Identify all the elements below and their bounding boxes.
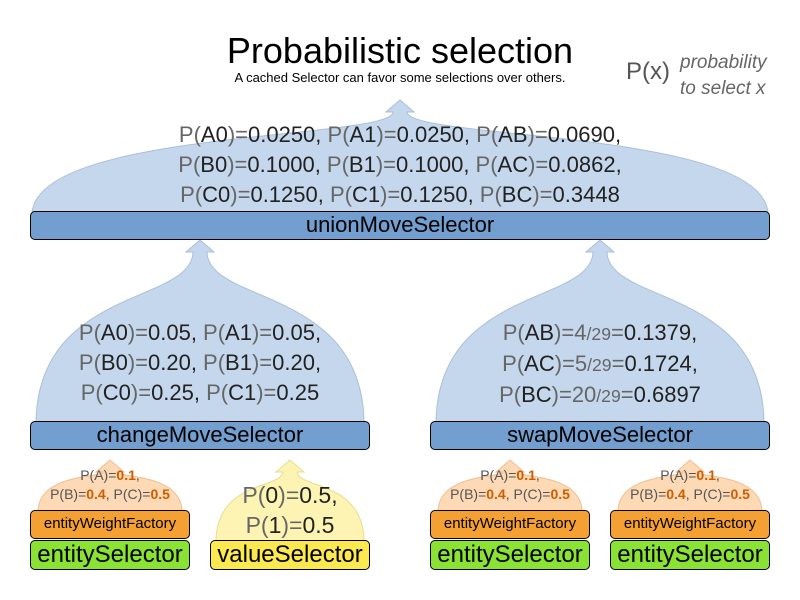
weight-value: 0.5 <box>730 486 750 502</box>
union-dome <box>31 99 769 216</box>
subtitle: A cached Selector can favor some selecti… <box>234 70 566 85</box>
entity-weight-factory: entityWeightFactory <box>430 510 590 539</box>
prob-line: P(AC)=5/29=0.1724, <box>502 351 698 376</box>
prob-line: P(A0)=0.0250, P(A1)=0.0250, P(AB)=0.0690… <box>178 122 622 147</box>
weight-value: 0.4 <box>86 486 106 502</box>
weight-label: P(C)= <box>113 486 151 502</box>
weight-probabilities: P(A)=0.1, P(B)=0.4, P(C)=0.5 <box>450 467 570 502</box>
change-move-selector: changeMoveSelector <box>30 421 370 450</box>
weight-label: P(A)= <box>660 467 697 483</box>
weight-probabilities: P(A)=0.1, P(B)=0.4, P(C)=0.5 <box>50 467 170 502</box>
union-move-selector: unionMoveSelector <box>30 211 770 240</box>
weight-label: P(B)= <box>50 486 87 502</box>
prob-line: P(C0)=0.25, P(C1)=0.25 <box>80 380 320 405</box>
entity-selector: entitySelector <box>430 540 590 570</box>
entity-weight-factory: entityWeightFactory <box>610 510 770 539</box>
prob-line: P(0)=0.5, <box>242 482 338 508</box>
swap-probabilities: P(AB)=4/29=0.1379, P(AC)=5/29=0.1724, P(… <box>430 318 770 411</box>
legend-text-line2: to select x <box>680 78 766 99</box>
entity-weight-factory: entityWeightFactory <box>30 510 190 539</box>
value-selector: valueSelector <box>210 540 370 570</box>
value-dome <box>215 459 365 543</box>
weight-label: P(A)= <box>480 467 517 483</box>
weight-dome-2 <box>437 459 583 513</box>
page-title: Probabilistic selection <box>226 30 574 71</box>
weight-value: 0.1 <box>116 467 136 483</box>
prob-line: P(AB)=4/29=0.1379, <box>502 320 698 345</box>
legend-text: probability to select x <box>680 50 767 102</box>
weight-label: P(A)= <box>80 467 117 483</box>
weight-label: P(C)= <box>693 486 731 502</box>
weight-label: P(B)= <box>450 486 487 502</box>
weight-label: P(C)= <box>513 486 551 502</box>
weight-value: 0.4 <box>486 486 506 502</box>
prob-line: P(C0)=0.1250, P(C1)=0.1250, P(BC)=0.3448 <box>180 182 620 207</box>
weight-dome-1 <box>37 459 183 513</box>
weight-dome-3 <box>617 459 763 513</box>
change-dome <box>35 239 365 426</box>
prob-line: P(A0)=0.05, P(A1)=0.05, <box>78 320 322 345</box>
weight-value: 0.4 <box>666 486 686 502</box>
weight-label: P(B)= <box>630 486 667 502</box>
change-probabilities: P(A0)=0.05, P(A1)=0.05, P(B0)=0.20, P(B1… <box>30 318 370 408</box>
weight-value: 0.1 <box>696 467 716 483</box>
weight-value: 0.5 <box>150 486 170 502</box>
weight-value: 0.1 <box>516 467 536 483</box>
union-probabilities: P(A0)=0.0250, P(A1)=0.0250, P(AB)=0.0690… <box>30 120 770 210</box>
entity-selector: entitySelector <box>610 540 770 570</box>
legend-text-line1: probability <box>680 52 767 73</box>
prob-line: P(B0)=0.20, P(B1)=0.20, <box>78 350 322 375</box>
prob-line: P(1)=0.5 <box>245 512 335 538</box>
prob-line: P(B0)=0.1000, P(B1)=0.1000, P(AC)=0.0862… <box>178 152 622 177</box>
entity-selector: entitySelector <box>30 540 190 570</box>
swap-move-selector: swapMoveSelector <box>430 421 770 450</box>
weight-probabilities: P(A)=0.1, P(B)=0.4, P(C)=0.5 <box>630 467 750 502</box>
swap-dome <box>435 239 765 426</box>
prob-line: P(BC)=20/29=0.6897 <box>499 382 701 407</box>
weight-value: 0.5 <box>550 486 570 502</box>
legend-symbol: P(x) <box>626 58 670 85</box>
value-probabilities: P(0)=0.5, P(1)=0.5 <box>210 480 370 540</box>
